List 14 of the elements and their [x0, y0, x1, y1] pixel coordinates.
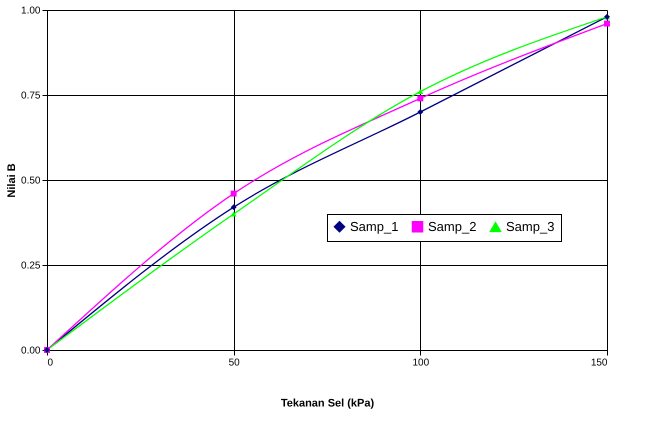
legend-label: Samp_2 — [428, 218, 476, 234]
y-tick-label: 0.25 — [21, 260, 41, 272]
y-tick-label: 0.50 — [21, 176, 41, 186]
y-tick-label: 0.00 — [21, 346, 41, 356]
x-tick-label: 100 — [412, 358, 430, 368]
y-tick-label: 1.00 — [21, 6, 41, 16]
x-tick-label: 150 — [590, 358, 608, 368]
legend-label: Samp_3 — [506, 219, 554, 234]
legend-label: Samp_1 — [350, 218, 398, 234]
x-tick-label: 0 — [48, 358, 54, 368]
x-axis-title: Tekanan Sel (kPa) — [280, 398, 374, 410]
y-tick-label: 0.75 — [21, 90, 41, 102]
x-tick-label: 50 — [228, 358, 240, 368]
y-axis-title: Nilai B — [6, 163, 18, 198]
